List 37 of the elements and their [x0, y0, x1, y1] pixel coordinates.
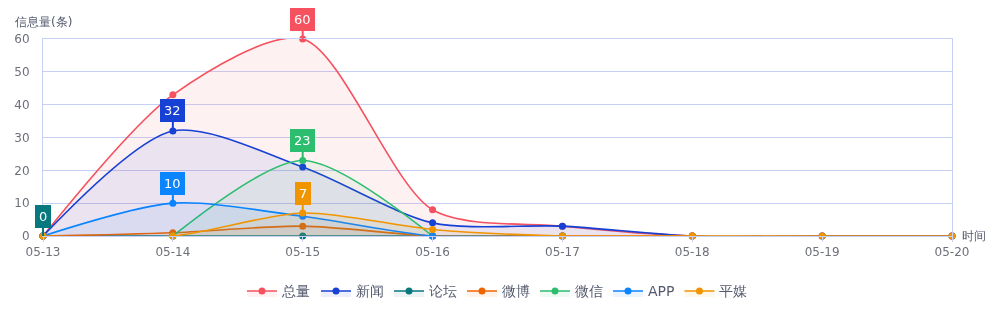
- y-tick-label: 40: [14, 97, 30, 112]
- y-tick-label: 60: [14, 32, 30, 47]
- legend-label: 总量: [281, 283, 310, 300]
- annotation: 60: [294, 12, 311, 27]
- x-tick-label: 05-14: [155, 245, 191, 260]
- annotation: 10: [164, 176, 181, 191]
- annotation: 23: [294, 133, 311, 148]
- y-tick-label: 50: [14, 65, 30, 80]
- point: [299, 156, 307, 164]
- annotation: 0: [39, 209, 48, 224]
- x-tick-label: 05-17: [544, 245, 580, 260]
- x-tick-label: 05-13: [25, 245, 61, 260]
- y-tick-label: 10: [14, 196, 30, 211]
- point: [429, 225, 437, 233]
- legend-label: 微信: [575, 283, 603, 300]
- legend-label: 新闻: [356, 283, 384, 300]
- legend-label: 微博: [502, 283, 530, 300]
- legend-label: 平媒: [719, 283, 748, 300]
- x-tick-label: 05-15: [285, 245, 321, 260]
- point: [299, 163, 307, 171]
- legend-label: 论坛: [429, 283, 457, 300]
- point: [429, 206, 437, 214]
- x-tick-label: 05-18: [674, 245, 710, 260]
- y-axis-title: 信息量(条): [15, 15, 73, 29]
- x-tick-label: 05-16: [415, 245, 451, 260]
- point: [169, 91, 177, 99]
- x-tick-label: 05-20: [934, 245, 970, 260]
- point: [299, 222, 307, 230]
- x-tick-label: 05-19: [804, 245, 840, 260]
- x-axis-title: 时间: [962, 229, 986, 243]
- y-tick-label: 30: [14, 130, 30, 145]
- annotation: 7: [299, 186, 308, 201]
- y-tick-label: 0: [21, 229, 30, 244]
- legend-label: APP: [648, 283, 675, 300]
- point: [429, 219, 437, 227]
- y-tick-label: 20: [14, 163, 30, 178]
- annotation: 32: [164, 103, 181, 118]
